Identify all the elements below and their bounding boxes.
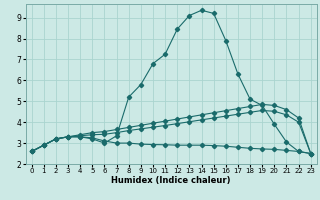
X-axis label: Humidex (Indice chaleur): Humidex (Indice chaleur) bbox=[111, 176, 231, 185]
